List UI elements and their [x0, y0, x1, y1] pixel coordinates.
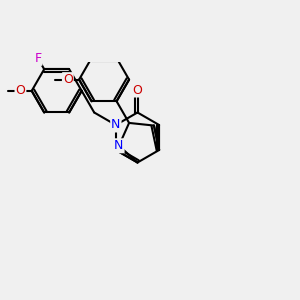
Text: F: F — [34, 52, 41, 65]
Text: O: O — [133, 83, 142, 97]
Text: O: O — [16, 84, 26, 97]
Text: N: N — [111, 118, 121, 131]
Text: N: N — [114, 139, 124, 152]
Text: O: O — [63, 73, 73, 86]
